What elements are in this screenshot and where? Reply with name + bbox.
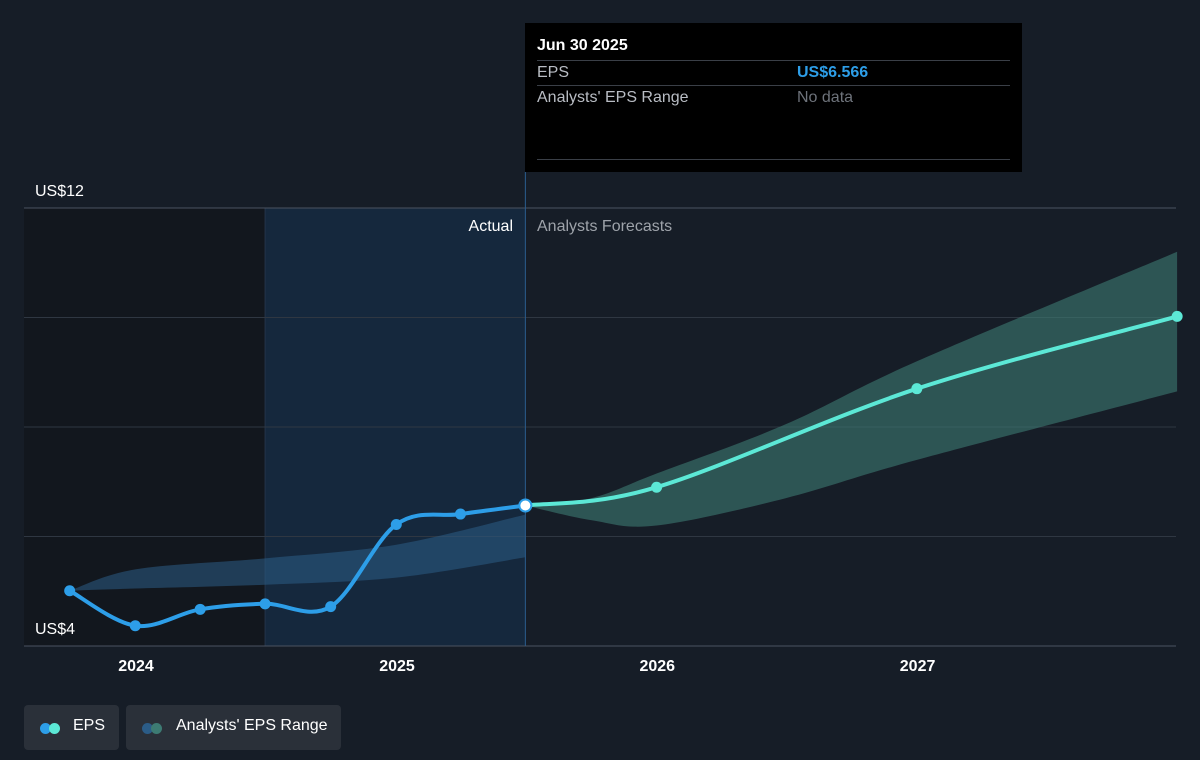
tooltip-range-value: No data — [797, 89, 854, 106]
forecast-range-dot-icon — [151, 723, 162, 734]
x-tick-label: 2025 — [379, 658, 415, 675]
eps-point — [390, 518, 402, 530]
tooltip-range-row: Analysts' EPS Range No data — [537, 85, 1010, 111]
eps-line — [67, 503, 528, 629]
eps-point-current — [518, 498, 533, 513]
eps-point — [194, 603, 206, 615]
forecast-point — [651, 481, 663, 493]
x-tick-label: 2024 — [118, 658, 154, 675]
tooltip-eps-value: US$6.566 — [797, 64, 869, 81]
eps-points — [64, 498, 533, 632]
forecast-line — [523, 314, 1180, 508]
tooltip-range-label: Analysts' EPS Range — [537, 89, 689, 106]
eps-point — [129, 620, 141, 632]
tooltip-date: Jun 30 2025 — [537, 37, 628, 54]
eps-point — [325, 601, 337, 613]
tooltip-divider — [537, 159, 1010, 160]
actual-label: Actual — [469, 218, 513, 235]
legend-range-label: Analysts' EPS Range — [176, 717, 328, 734]
tooltip-eps-label: EPS — [537, 64, 570, 81]
legend-eps-button[interactable]: EPS — [24, 705, 119, 750]
x-tick-label: 2027 — [900, 658, 936, 675]
y-axis-top-label: US$12 — [35, 183, 84, 200]
tooltip-eps-row: EPS US$6.566 — [537, 60, 1010, 86]
eps-point — [64, 585, 76, 597]
forecast-dot-icon — [49, 723, 60, 734]
y-axis-bottom-label: US$4 — [35, 621, 75, 638]
legend-range-button[interactable]: Analysts' EPS Range — [126, 705, 341, 750]
forecast-point — [1171, 310, 1183, 322]
eps-point — [454, 508, 466, 520]
legend-eps-label: EPS — [73, 717, 106, 734]
x-axis-ticks: 2024 2025 2026 2027 — [118, 658, 935, 675]
forecast-point — [911, 383, 923, 395]
eps-dot-icon — [40, 723, 51, 734]
forecast-points — [651, 310, 1183, 493]
actual-range-band — [69, 514, 526, 591]
tooltip: Jun 30 2025 EPS US$6.566 Analysts' EPS R… — [525, 23, 1022, 172]
actual-range-dot-icon — [142, 723, 153, 734]
forecast-range-band — [525, 251, 1178, 527]
eps-point — [259, 598, 271, 610]
forecast-label: Analysts Forecasts — [537, 218, 672, 235]
x-tick-label: 2026 — [639, 658, 675, 675]
